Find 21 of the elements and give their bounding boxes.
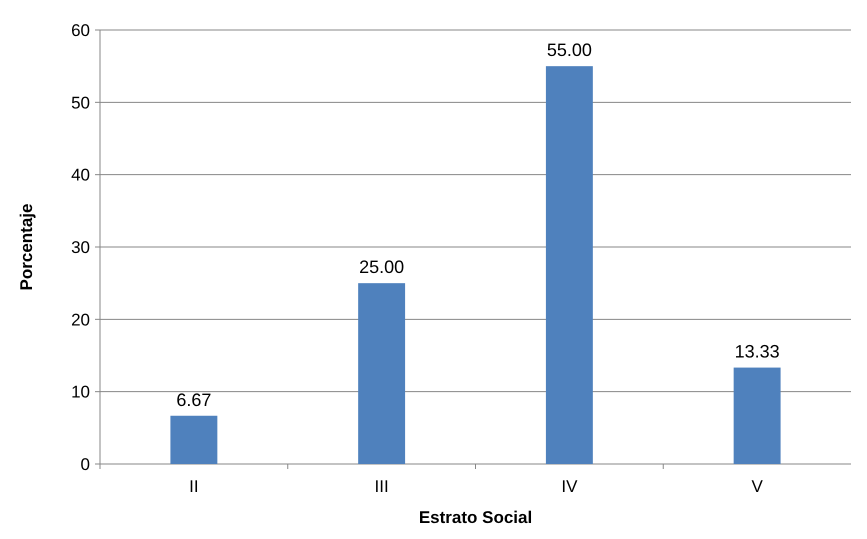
x-tick-label: V: [751, 477, 764, 496]
y-tick-label: 40: [71, 166, 90, 185]
data-label: 6.67: [176, 390, 212, 410]
x-tick-label: IV: [561, 477, 578, 496]
bar: [358, 283, 406, 464]
x-axis-title: Estrato Social: [418, 508, 532, 527]
bar: [170, 416, 218, 464]
bar: [546, 66, 593, 464]
y-tick-label: 60: [71, 20, 90, 40]
bar: [734, 368, 781, 464]
y-tick-label: 50: [71, 93, 90, 112]
y-axis-title: Porcentaje: [17, 204, 36, 290]
y-tick-label: 0: [80, 454, 90, 474]
data-label: 13.33: [734, 342, 780, 362]
data-label: 55.00: [546, 40, 592, 60]
x-tick-label: II: [189, 477, 199, 496]
x-tick-label: III: [374, 477, 389, 496]
data-label: 25.00: [359, 257, 404, 278]
y-tick-label: 30: [71, 238, 90, 257]
y-tick-label: 20: [71, 310, 90, 330]
y-tick-label: 10: [71, 382, 90, 402]
